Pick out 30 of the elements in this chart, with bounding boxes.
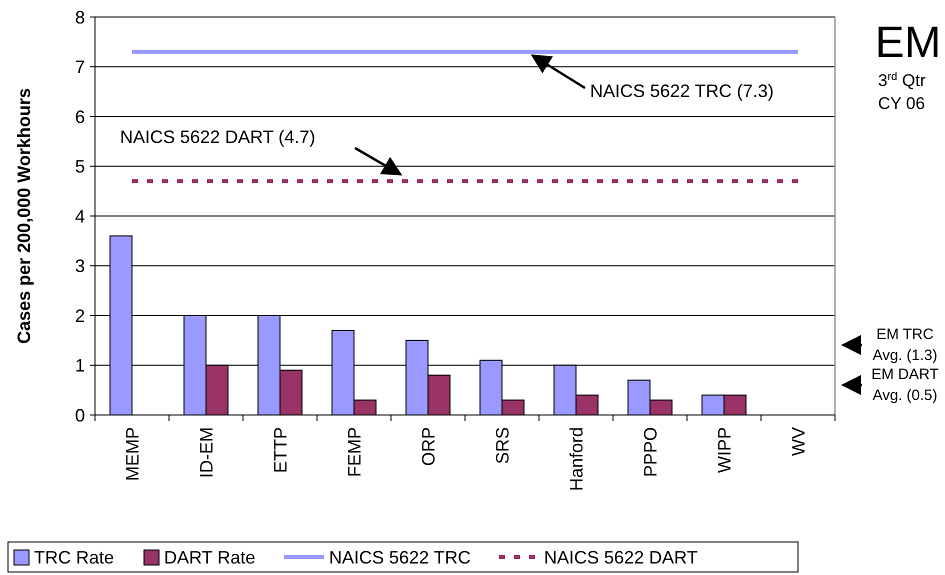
- x-tick-label: WIPP: [714, 427, 734, 474]
- x-tick-label: WV: [788, 427, 808, 456]
- y-tick-label: 2: [74, 306, 85, 326]
- y-axis-title: Cases per 200,000 Workhours: [14, 88, 34, 344]
- y-tick-label: 6: [74, 106, 85, 127]
- y-tick-label: 3: [74, 256, 85, 276]
- annotation: NAICS 5622 TRC (7.3): [590, 81, 774, 101]
- x-tick-label: ORP: [418, 427, 438, 466]
- y-tick-label: 8: [74, 7, 85, 28]
- legend-label: TRC Rate: [34, 547, 114, 568]
- y-tick-label: 4: [74, 206, 85, 226]
- legend-label: NAICS 5622 DART: [544, 547, 698, 568]
- text: EM TRC Avg. (1.3): [872, 326, 938, 364]
- legend-label: DART Rate: [164, 547, 256, 568]
- x-tick-label: PPPO: [640, 427, 660, 478]
- y-tick-label: 5: [74, 156, 85, 177]
- text: EM DART Avg. (0.5): [871, 366, 939, 404]
- x-tick-label: FEMP: [344, 427, 364, 478]
- annotation: NAICS 5622 DART (4.7): [120, 127, 316, 147]
- chart-title: EM: [875, 18, 941, 67]
- x-tick-label: SRS: [492, 427, 512, 464]
- y-tick-label: 7: [74, 57, 85, 78]
- text: 3$^{rd}$ Qtr CY 06: [878, 71, 926, 113]
- legend-label: NAICS 5622 TRC: [329, 547, 471, 568]
- y-tick-label: 1: [74, 356, 85, 376]
- x-tick-label: ETTP: [270, 427, 290, 474]
- x-tick-label: ID-EM: [196, 427, 216, 478]
- y-tick-label: 0: [74, 405, 85, 426]
- x-tick-label: MEMP: [122, 427, 142, 481]
- x-tick-label: Hanford: [566, 427, 586, 492]
